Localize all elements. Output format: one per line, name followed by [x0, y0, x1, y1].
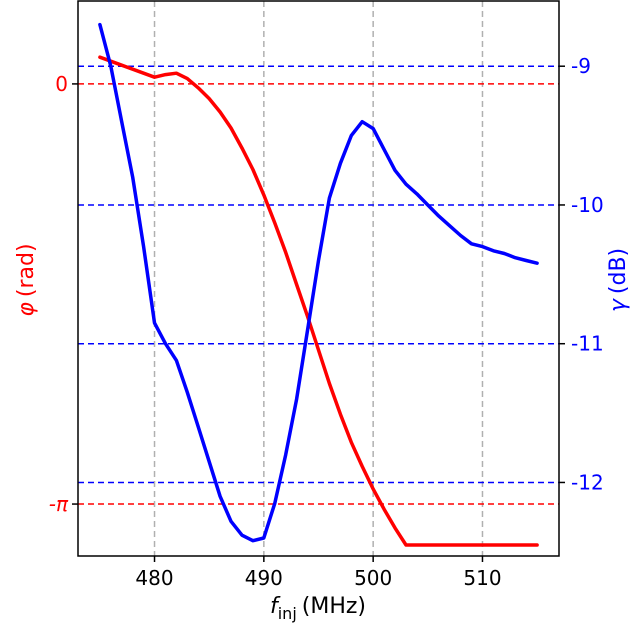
x-tick-label: 490: [245, 566, 283, 590]
x-tick-label: 510: [463, 566, 501, 590]
right-axis-unit: (dB): [606, 248, 631, 294]
tick-layer: 480 490 500 510 0 -π -9 -10 -11 -12: [49, 54, 604, 590]
left-tick-label: -π: [49, 492, 69, 516]
left-axis-symbol: φ: [14, 302, 39, 317]
plot-frame: [77, 0, 560, 557]
gain-series-line: [98, 22, 539, 543]
x-tick-label: 500: [354, 566, 392, 590]
left-tick-label: 0: [55, 72, 68, 96]
x-axis-symbol: f: [270, 594, 281, 619]
x-axis-unit: (MHz): [302, 594, 366, 619]
left-axis-unit: (rad): [14, 243, 39, 297]
right-tick-label: -9: [571, 54, 591, 78]
grid-layer: [78, 1, 559, 556]
x-axis-subscript: inj: [278, 604, 297, 623]
series-layer: [98, 22, 539, 547]
left-axis-label: φ (rad): [14, 243, 39, 316]
right-tick-label: -11: [571, 332, 604, 356]
right-axis-label: γ (dB): [606, 248, 631, 312]
right-tick-label: -10: [571, 193, 604, 217]
phase-series-line: [98, 55, 539, 547]
x-axis-label: finj (MHz): [270, 594, 366, 623]
x-tick-label: 480: [135, 566, 173, 590]
right-axis-symbol: γ: [606, 298, 631, 312]
right-tick-label: -12: [571, 470, 604, 494]
